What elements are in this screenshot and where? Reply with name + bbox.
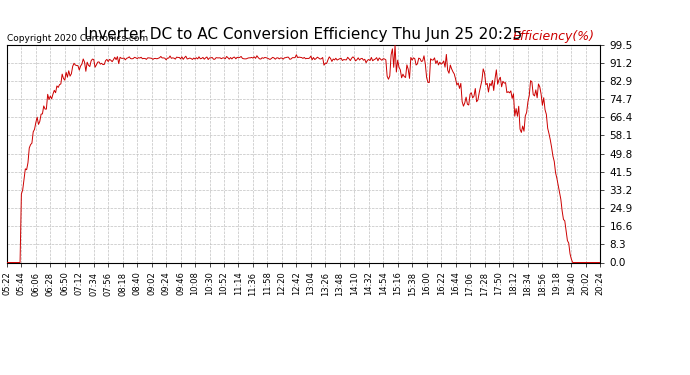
Title: Inverter DC to AC Conversion Efficiency Thu Jun 25 20:25: Inverter DC to AC Conversion Efficiency … (84, 27, 523, 42)
Text: Copyright 2020 Cartronics.com: Copyright 2020 Cartronics.com (7, 34, 148, 43)
Text: Efficiency(%): Efficiency(%) (513, 30, 594, 43)
